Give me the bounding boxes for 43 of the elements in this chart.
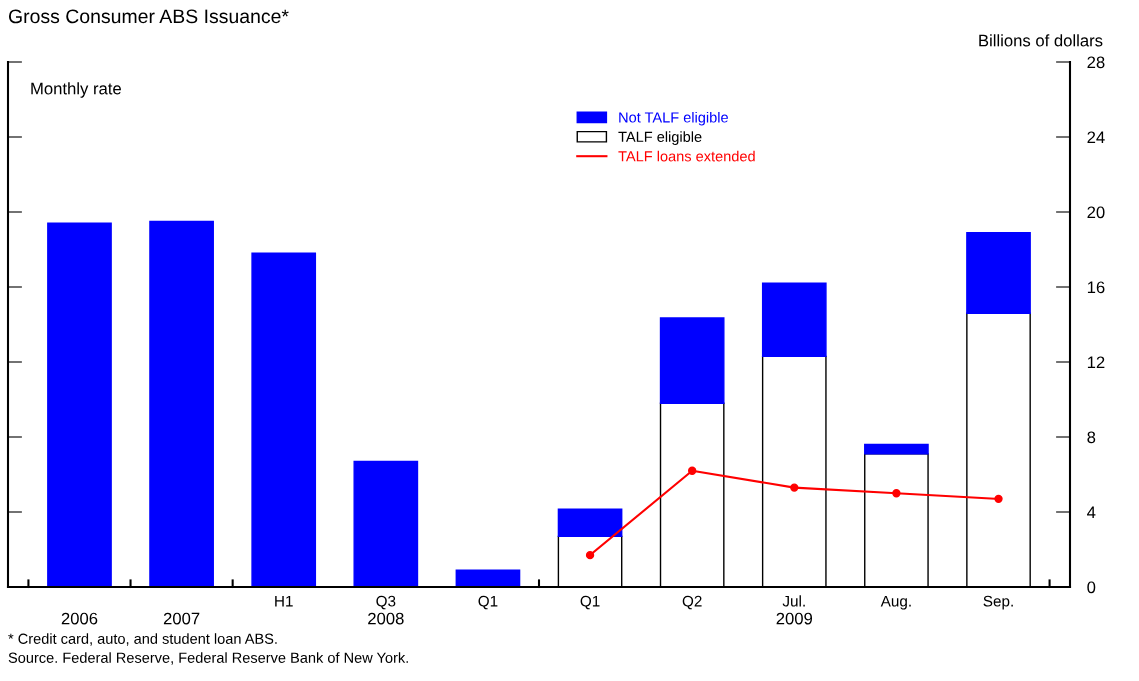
bar xyxy=(353,460,419,587)
x-tick-label: Q1 xyxy=(478,595,498,610)
text: * Credit card, auto, and student loan ABS. xyxy=(8,633,277,646)
x-tick-label: Sep. xyxy=(983,595,1013,610)
y-tick-label: 16 xyxy=(1087,281,1105,294)
text: 2008 xyxy=(368,612,404,625)
point xyxy=(892,489,901,498)
bar xyxy=(47,222,112,587)
text: 2009 xyxy=(776,612,813,625)
y-tick-label: 0 xyxy=(1087,581,1096,594)
source-note: Source. Federal Reserve, Federal Reserve Bank of New York. xyxy=(8,652,408,665)
x-tick-label: Q2 xyxy=(682,595,702,610)
legend-label: TALF loans extended xyxy=(618,150,755,162)
legend-label: Not TALF eligible xyxy=(619,111,728,126)
text: 2007 xyxy=(163,612,200,625)
x-tick-label: H1 xyxy=(275,595,293,607)
y-tick-label: 8 xyxy=(1087,431,1096,444)
y-tick-label: 12 xyxy=(1087,356,1105,369)
text: 2006 xyxy=(61,612,98,625)
bar xyxy=(659,317,725,404)
legend-label: TALF eligible xyxy=(618,131,702,145)
y-tick-label: 28 xyxy=(1087,56,1105,69)
bar xyxy=(557,508,623,538)
point xyxy=(688,466,697,475)
x-tick-label: Q3 xyxy=(376,595,396,610)
x-tick-label: Aug. xyxy=(880,595,911,610)
bar xyxy=(455,569,521,587)
annotation: Monthly rate xyxy=(31,82,121,98)
bar xyxy=(761,282,827,358)
chart-title: Gross Consumer ABS Issuance* xyxy=(8,9,289,24)
point xyxy=(585,550,595,560)
bar xyxy=(966,231,1031,314)
y-tick-label: 24 xyxy=(1087,131,1105,144)
point xyxy=(790,483,799,492)
x-tick-label: Q1 xyxy=(580,595,600,610)
point xyxy=(994,494,1003,504)
y-tick-label: 4 xyxy=(1087,506,1096,519)
bar xyxy=(251,252,317,587)
y-tick-label: 20 xyxy=(1087,206,1105,219)
bar xyxy=(864,443,929,455)
y-axis-title: Billions of dollars xyxy=(979,34,1103,47)
bar xyxy=(149,220,214,587)
x-tick-label: Jul. xyxy=(782,595,805,607)
